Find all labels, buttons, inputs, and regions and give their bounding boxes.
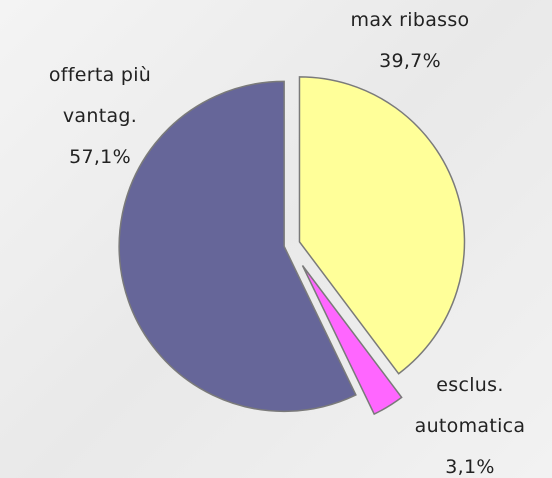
value-label: 39,7% — [379, 50, 441, 72]
slice-label: offerta più vantag. 57,1% — [20, 55, 180, 178]
slice-label: max ribasso 39,7% — [330, 0, 490, 82]
pie-slice — [301, 265, 403, 416]
pie-slice — [118, 80, 357, 413]
pie-slice — [298, 76, 466, 375]
category-label: max ribasso — [350, 9, 470, 31]
value-label: 57,1% — [69, 146, 131, 168]
value-label: 3,1% — [445, 456, 495, 478]
slice-label: esclus. automatica 3,1% — [385, 365, 552, 478]
category-label: esclus. automatica — [414, 374, 526, 437]
category-label: offerta più vantag. — [48, 64, 152, 127]
